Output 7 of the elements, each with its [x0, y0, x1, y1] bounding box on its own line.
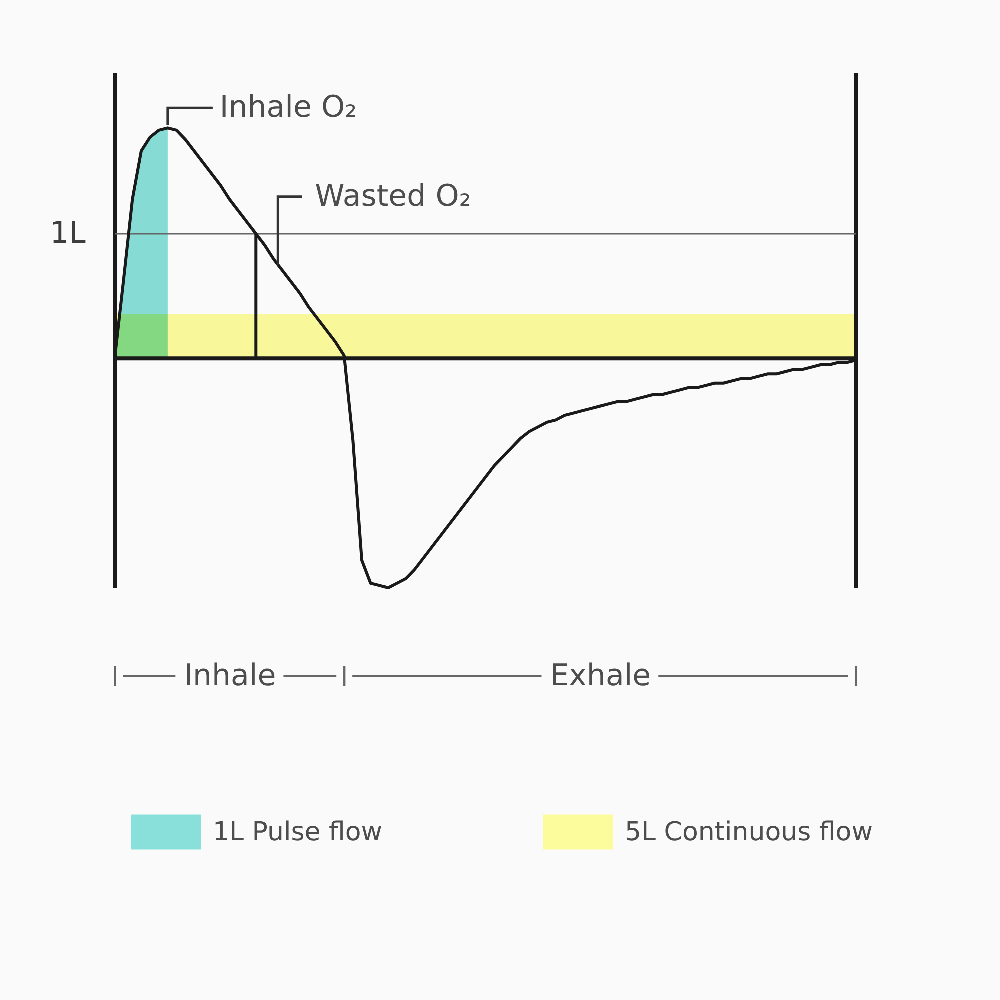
- text: Inhale O₂: [220, 90, 358, 126]
- annotation: Wasted O₂: [315, 178, 472, 214]
- x-tick-label: Exhale: [550, 658, 652, 694]
- legend-label: 1L Pulse flow: [213, 817, 383, 848]
- ref-line-label: 1L: [50, 216, 86, 251]
- x-tick-label: Inhale: [184, 658, 276, 694]
- legend-label: 5L Continuous flow: [625, 817, 873, 848]
